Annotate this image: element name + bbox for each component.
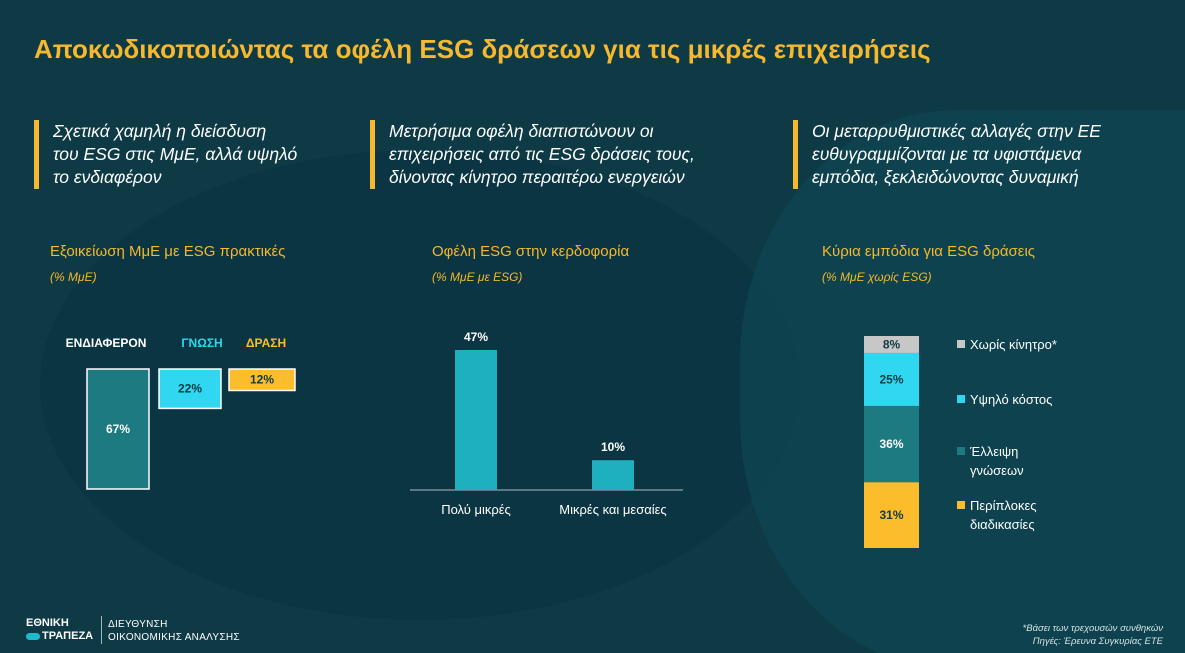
chart3-legend-swatch xyxy=(957,395,965,403)
chart2-subtitle: (% ΜμΕ με ESG) xyxy=(432,270,523,284)
column-heading-line: ευθυγραμμίζονται με τα υφιστάμενα xyxy=(812,144,1082,164)
chart3-stack-segment xyxy=(864,336,919,353)
chart3-legend-label: Χωρίς κίνητρο* xyxy=(970,337,1057,352)
footnote-note: *Βάσει των τρεχουσών συνθηκών xyxy=(1022,623,1163,634)
chart2-data-label: 47% xyxy=(464,330,488,344)
chart1-subtitle: (% ΜμΕ) xyxy=(50,270,97,284)
logo-line: ΕΘΝΙΚΗ xyxy=(26,617,69,629)
chart3-stack-segment xyxy=(864,352,919,406)
column-heading-line: Οι μεταρρυθμιστικές αλλαγές στην ΕΕ xyxy=(812,121,1101,141)
chart1-category-label: ΔΡΑΣΗ xyxy=(246,336,286,350)
chart3-data-label: 25% xyxy=(879,372,903,386)
chart3-stack-segment xyxy=(864,405,919,483)
chart1-data-label: 67% xyxy=(106,422,130,436)
chart3-legend-label: γνώσεων xyxy=(970,463,1024,478)
chart1-category-label: ΕΝΔΙΑΦΕΡΟΝ xyxy=(66,336,147,350)
chart3-subtitle: (% ΜμΕ χωρίς ESG) xyxy=(822,270,932,284)
page-title: Αποκωδικοποιώντας τα οφέλη ESG δράσεων γ… xyxy=(34,34,931,64)
logo-mark-icon xyxy=(26,632,40,640)
department-line: ΔΙΕΥΘΥΝΣΗ xyxy=(108,619,168,630)
column-heading-line: του ESG στις ΜμΕ, αλλά υψηλό xyxy=(53,144,298,164)
chart1-bar xyxy=(86,368,150,490)
chart2-bar xyxy=(592,460,634,490)
chart1-data-label: 12% xyxy=(250,373,274,387)
chart3-legend-label: διαδικασίες xyxy=(970,517,1035,532)
column-heading-line: Μετρήσιμα οφέλη διαπιστώνουν οι xyxy=(389,121,654,141)
footnote-source: Πηγές: Έρευνα Συγκυρίας ΕΤΕ xyxy=(1032,636,1163,647)
column-heading-line: Σχετικά χαμηλή η διείσδυση xyxy=(53,121,267,141)
chart3-legend-swatch xyxy=(957,501,965,509)
chart2-title: Οφέλη ESG στην κερδοφορία xyxy=(432,243,630,260)
department-name: ΔΙΕΥΘΥΝΣΗ ΟΙΚΟΝΟΜΙΚΗΣ ΑΝΑΛΥΣΗΣ xyxy=(108,618,240,644)
background-arc xyxy=(740,110,1185,653)
chart1-bar xyxy=(158,368,222,410)
chart3-legend-label: Υψηλό κόστος xyxy=(970,392,1052,407)
chart1-data-label: 22% xyxy=(178,382,202,396)
chart2-category-label: Πολύ μικρές xyxy=(441,502,511,517)
chart2-category-label: Μικρές και μεσαίες xyxy=(559,502,666,517)
chart3-legend-label: Έλλειψη xyxy=(969,444,1018,459)
chart1-category-label: ΓΝΩΣΗ xyxy=(181,336,222,350)
column-heading-1: Σχετικά χαμηλή η διείσδυση του ESG στις … xyxy=(34,120,354,189)
column-heading-3: Οι μεταρρυθμιστικές αλλαγές στην ΕΕ ευθυ… xyxy=(793,120,1173,189)
chart2-bar xyxy=(455,350,497,490)
column-heading-2: Μετρήσιμα οφέλη διαπιστώνουν οι επιχειρή… xyxy=(370,120,770,189)
column-heading-line: δίνοντας κίνητρο περαιτέρω ενεργειών xyxy=(389,167,685,187)
footer-divider xyxy=(101,616,102,644)
chart3-legend-label: Περίπλοκες xyxy=(970,498,1037,513)
chart3-stack-segment xyxy=(864,482,919,548)
chart3-data-label: 31% xyxy=(879,508,903,522)
chart3-legend-swatch xyxy=(957,447,965,455)
chart3-data-label: 8% xyxy=(883,337,901,351)
chart1-title: Εξοικείωση ΜμΕ με ESG πρακτικές xyxy=(50,243,286,260)
bank-logo: ΕΘΝΙΚΗ ΤΡΑΠΕΖΑ xyxy=(26,617,93,643)
department-line: ΟΙΚΟΝΟΜΙΚΗΣ ΑΝΑΛΥΣΗΣ xyxy=(108,632,240,643)
footnote: *Βάσει των τρεχουσών συνθηκών Πηγές: Έρε… xyxy=(1023,622,1163,648)
column-heading-line: επιχειρήσεις από τις ESG δράσεις τους, xyxy=(389,144,695,164)
logo-line: ΤΡΑΠΕΖΑ xyxy=(42,630,94,642)
column-heading-line: εμπόδια, ξεκλειδώνοντας δυναμική xyxy=(812,167,1079,187)
chart3-legend-swatch xyxy=(957,340,965,348)
column-heading-line: το ενδιαφέρον xyxy=(53,167,162,187)
chart3-data-label: 36% xyxy=(879,437,903,451)
chart2-data-label: 10% xyxy=(601,440,625,454)
chart3-title: Κύρια εμπόδια για ESG δράσεις xyxy=(822,243,1036,260)
chart1-bar xyxy=(228,368,296,392)
